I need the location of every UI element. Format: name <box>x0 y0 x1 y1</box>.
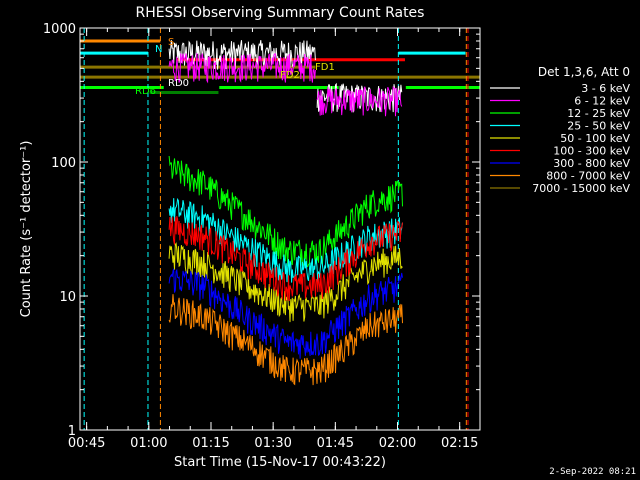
series-line-6-12-kev-0 <box>168 53 316 84</box>
y-tick-label: 10 <box>59 290 76 305</box>
legend-label-7000-15000-kev: 7000 - 15000 keV <box>532 182 630 195</box>
legend-label-50-100-kev: 50 - 100 keV <box>560 132 630 145</box>
footer-date: 2-Sep-2022 08:21 <box>549 467 636 477</box>
y-tick-label: 1 <box>68 424 76 439</box>
series-line-800-7000-kev-0 <box>168 294 403 386</box>
x-tick-label: 01:15 <box>192 436 229 451</box>
plot-frame <box>79 27 481 431</box>
vertical-markers <box>83 28 469 430</box>
legend-label-25-50-kev: 25 - 50 keV <box>567 120 630 133</box>
series-line-6-12-kev-1 <box>316 86 403 117</box>
legend-label-12-25-kev: 12 - 25 keV <box>567 107 630 120</box>
y-axis-label: Count Rate (s⁻¹ detector⁻¹) <box>19 141 34 318</box>
x-tick-label: 00:45 <box>68 436 105 451</box>
series-line-25-50-kev-0 <box>168 197 403 284</box>
flag-label-fd1: FD1 <box>315 62 335 73</box>
axis-ticks: 00:45 01:00 01:15 01:30 01:45 02:00 02:15 1 10 10… <box>43 22 480 451</box>
flag-label-rd6: RD6 <box>135 86 156 97</box>
legend-label-100-300-kev: 100 - 300 keV <box>553 145 630 158</box>
legend-label-800-7000-kev: 800 - 7000 keV <box>546 170 630 183</box>
x-axis-label: Start Time (15-Nov-17 00:43:22) <box>174 455 386 470</box>
chart-title: RHESSI Observing Summary Count Rates <box>136 5 425 21</box>
x-tick-label: 01:30 <box>254 436 291 451</box>
series-line-12-25-kev-0 <box>168 155 403 268</box>
flag-label-fd2: FD2 <box>280 70 300 81</box>
y-tick-label: 100 <box>51 156 76 171</box>
series-line-3-6-kev-0 <box>168 40 316 70</box>
legend-label-6-12-kev: 6 - 12 keV <box>574 95 630 108</box>
series-line-300-800-kev-0 <box>168 268 403 359</box>
flag-label-s: S <box>168 37 174 48</box>
x-tick-label: 01:45 <box>317 436 354 451</box>
flag-label-n: N <box>155 44 162 55</box>
legend-label-300-800-kev: 300 - 800 keV <box>553 157 630 170</box>
x-tick-label: 02:15 <box>441 436 478 451</box>
flag-label-rd0: RD0 <box>168 78 189 89</box>
x-tick-label: 01:00 <box>130 436 167 451</box>
legend-label-3-6-kev: 3 - 6 keV <box>581 82 630 95</box>
series-line-100-300-kev-0 <box>168 215 403 302</box>
x-tick-label: 02:00 <box>379 436 416 451</box>
y-tick-label: 1000 <box>43 22 76 37</box>
legend-title: Det 1,3,6, Att 0 <box>538 65 630 79</box>
series-lines <box>168 40 403 386</box>
